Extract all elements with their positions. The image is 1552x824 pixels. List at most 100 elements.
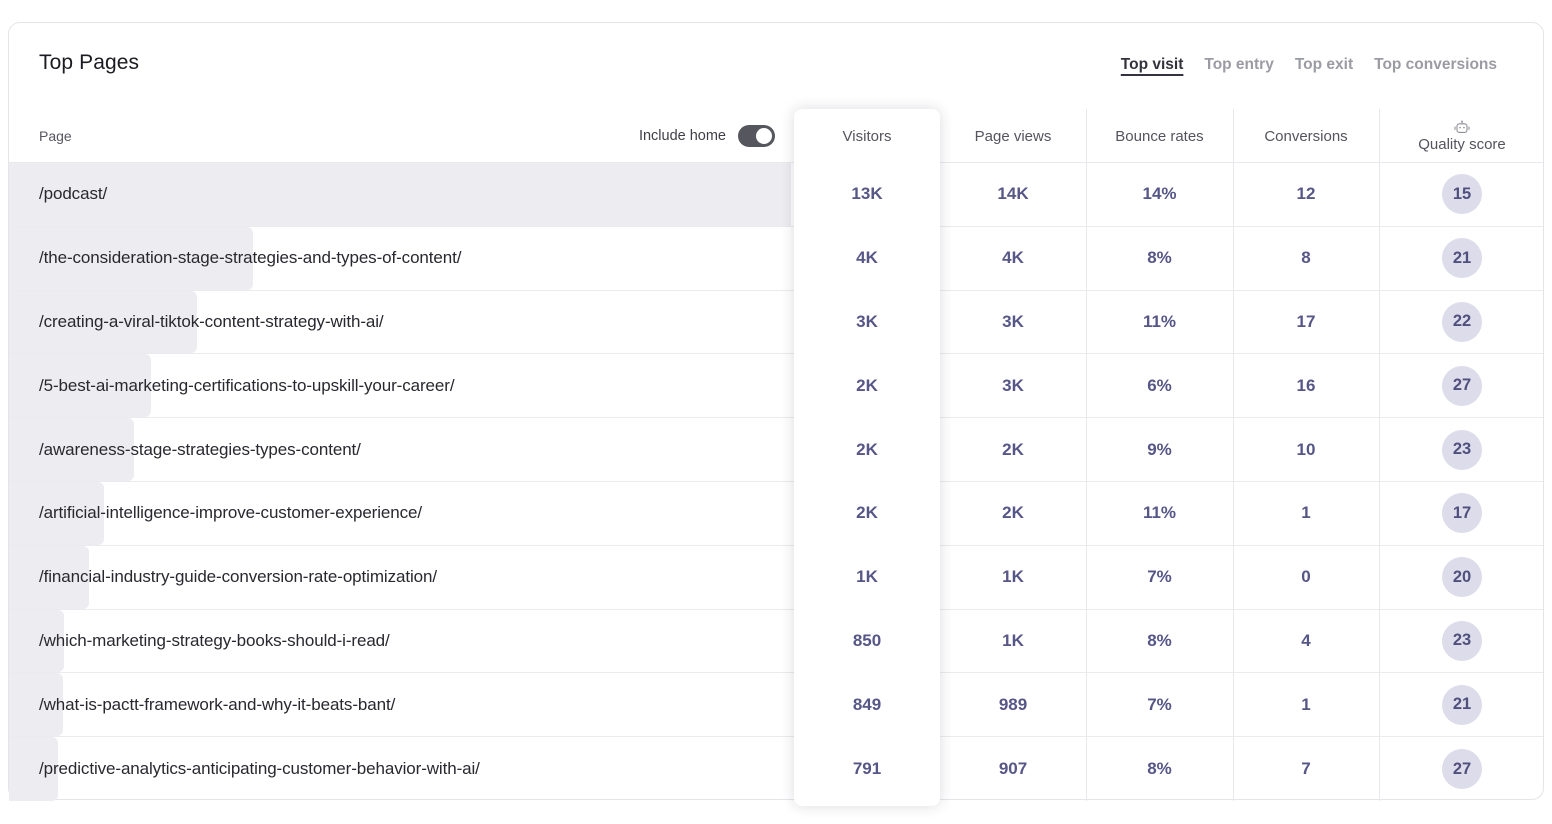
visitors-bar bbox=[9, 226, 253, 290]
page-path[interactable]: /financial-industry-guide-conversion-rat… bbox=[39, 567, 437, 587]
page-views-value: 3K bbox=[1002, 375, 1024, 395]
quality-score-cell: 21 bbox=[1379, 227, 1545, 290]
bounce-rate-value: 7% bbox=[1147, 567, 1172, 587]
quality-score-cell: 20 bbox=[1379, 546, 1545, 609]
page-path[interactable]: /awareness-stage-strategies-types-conten… bbox=[39, 439, 361, 459]
include-home-control: Include home bbox=[639, 109, 775, 163]
page-title: Top Pages bbox=[39, 51, 140, 74]
quality-score-badge: 27 bbox=[1442, 749, 1482, 790]
table-row[interactable]: /the-consideration-stage-strategies-and-… bbox=[9, 226, 1545, 291]
page-views-value: 14K bbox=[997, 184, 1029, 204]
conversions-column-header[interactable]: Conversions bbox=[1264, 127, 1348, 145]
page-path[interactable]: /podcast/ bbox=[39, 184, 108, 204]
visitors-bar bbox=[9, 290, 197, 354]
page-views-value: 989 bbox=[998, 694, 1028, 714]
quality-score-cell: 27 bbox=[1379, 737, 1545, 801]
table-row[interactable]: /creating-a-viral-tiktok-content-strateg… bbox=[9, 290, 1545, 355]
conversions-value: 7 bbox=[1301, 759, 1311, 779]
bounce-rate-value: 8% bbox=[1147, 630, 1172, 650]
quality-score-badge: 23 bbox=[1442, 429, 1482, 470]
table-row[interactable]: /awareness-stage-strategies-types-conten… bbox=[9, 418, 1543, 482]
bounce-rates-column-header[interactable]: Bounce rates bbox=[1115, 127, 1204, 145]
visitors-value: 1K bbox=[856, 567, 878, 587]
visitors-column-header[interactable]: Visitors bbox=[842, 127, 892, 145]
conversions-value: 12 bbox=[1296, 184, 1316, 204]
bounce-rate-value: 8% bbox=[1147, 248, 1172, 268]
page-views-value: 907 bbox=[998, 759, 1028, 779]
page-path[interactable]: /5-best-ai-marketing-certifications-to-u… bbox=[39, 375, 455, 395]
quality-score-cell: 21 bbox=[1379, 673, 1545, 736]
page-path[interactable]: /predictive-analytics-anticipating-custo… bbox=[39, 759, 480, 779]
page-views-value: 1K bbox=[1002, 630, 1024, 650]
page-views-value: 2K bbox=[1002, 503, 1024, 523]
include-home-label: Include home bbox=[638, 128, 726, 144]
quality-score-cell: 23 bbox=[1379, 610, 1545, 673]
quality-score-badge: 21 bbox=[1442, 238, 1482, 279]
page-path[interactable]: /what-is-pactt-framework-and-why-it-beat… bbox=[39, 694, 396, 714]
bounce-rate-value: 6% bbox=[1147, 375, 1172, 395]
quality-score-badge: 17 bbox=[1442, 493, 1482, 534]
table-row[interactable]: /financial-industry-guide-conversion-rat… bbox=[9, 545, 1545, 610]
visitors-bar bbox=[9, 481, 104, 545]
page-path[interactable]: /which-marketing-strategy-books-should-i… bbox=[39, 630, 390, 650]
quality-score-badge: 22 bbox=[1442, 301, 1482, 342]
page-views-value: 1K bbox=[1002, 567, 1024, 587]
bounce-rate-value: 14% bbox=[1142, 184, 1177, 204]
table-row[interactable]: /what-is-pactt-framework-and-why-it-beat… bbox=[9, 673, 1545, 738]
visitors-value: 2K bbox=[856, 375, 878, 395]
bounce-rate-value: 7% bbox=[1147, 694, 1172, 714]
visitors-bar bbox=[9, 545, 89, 609]
column-divider bbox=[1379, 109, 1380, 801]
page-path[interactable]: /the-consideration-stage-strategies-and-… bbox=[39, 248, 462, 268]
conversions-value: 17 bbox=[1296, 311, 1316, 331]
visitors-bar bbox=[9, 163, 791, 226]
table-row[interactable]: /podcast/ 13K 14K 14% 12 15 bbox=[9, 163, 1543, 227]
visitors-value: 3K bbox=[856, 311, 878, 331]
bounce-rate-value: 9% bbox=[1147, 439, 1172, 459]
robot-icon bbox=[1454, 120, 1470, 134]
page-views-column-header[interactable]: Page views bbox=[974, 127, 1052, 145]
conversions-value: 8 bbox=[1301, 248, 1311, 268]
table-row[interactable]: /5-best-ai-marketing-certifications-to-u… bbox=[9, 354, 1543, 419]
page-column-header: Page bbox=[39, 128, 72, 144]
table-row[interactable]: /which-marketing-strategy-books-should-i… bbox=[9, 609, 1545, 674]
toggle-knob bbox=[756, 128, 772, 144]
column-divider bbox=[1086, 109, 1087, 801]
view-tabs: Top visit Top entry Top exit Top convers… bbox=[1121, 56, 1497, 74]
page-path[interactable]: /creating-a-viral-tiktok-content-strateg… bbox=[39, 311, 384, 331]
view-tab[interactable]: Top visit bbox=[1120, 56, 1184, 73]
visitors-bar bbox=[9, 673, 63, 737]
top-pages-card: Top Pages Top visit Top entry Top exit T… bbox=[8, 22, 1544, 806]
visitors-value: 2K bbox=[856, 503, 878, 523]
quality-score-badge: 27 bbox=[1442, 365, 1482, 406]
view-tab[interactable]: Top conversions bbox=[1374, 56, 1497, 73]
view-tab[interactable]: Top exit bbox=[1294, 56, 1354, 73]
table-rows: /podcast/ 13K 14K 14% 12 15 /the-conside… bbox=[9, 163, 1543, 801]
conversions-value: 0 bbox=[1301, 567, 1311, 587]
page-views-value: 2K bbox=[1002, 439, 1024, 459]
quality-score-cell: 22 bbox=[1379, 291, 1545, 354]
quality-score-badge: 15 bbox=[1442, 174, 1482, 215]
visitors-value: 2K bbox=[856, 439, 878, 459]
visitors-value: 850 bbox=[852, 630, 882, 650]
quality-score-badge: 23 bbox=[1442, 620, 1482, 661]
table-row[interactable]: /artificial-intelligence-improve-custome… bbox=[9, 481, 1543, 546]
view-tab[interactable]: Top entry bbox=[1204, 56, 1274, 73]
column-divider bbox=[1233, 109, 1234, 801]
bounce-rate-value: 11% bbox=[1142, 311, 1177, 331]
conversions-value: 1 bbox=[1301, 503, 1311, 523]
table-header-row: Page Include home Page views Bounce rate… bbox=[9, 109, 1543, 163]
quality-score-badge: 20 bbox=[1442, 557, 1482, 598]
include-home-toggle[interactable] bbox=[738, 125, 775, 147]
bounce-rate-value: 8% bbox=[1147, 759, 1172, 779]
visitors-column-panel: Visitors bbox=[794, 109, 940, 806]
visitors-value: 849 bbox=[852, 694, 882, 714]
page-path[interactable]: /artificial-intelligence-improve-custome… bbox=[39, 503, 423, 523]
quality-score-cell: 15 bbox=[1379, 163, 1545, 226]
table-row[interactable]: /predictive-analytics-anticipating-custo… bbox=[9, 737, 1543, 801]
visitors-bar bbox=[9, 418, 134, 481]
page-views-value: 3K bbox=[1002, 311, 1024, 331]
visitors-value: 791 bbox=[852, 759, 882, 779]
page-views-value: 4K bbox=[1002, 248, 1024, 268]
quality-score-column-header[interactable]: Quality score bbox=[1379, 109, 1545, 163]
